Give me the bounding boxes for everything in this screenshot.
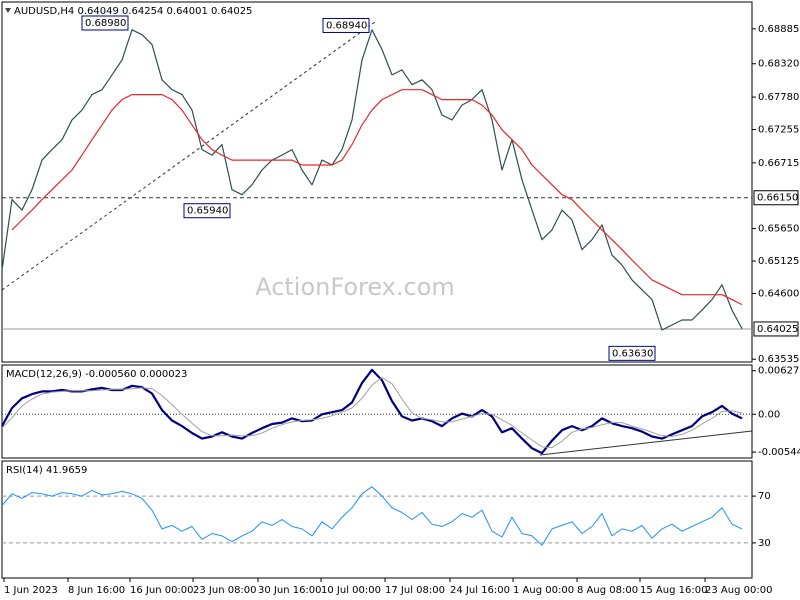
x-tick-label: 8 Jun 16:00 (68, 585, 125, 596)
x-tick-label: 17 Jul 08:00 (385, 585, 445, 596)
price-label: 0.68980 (85, 18, 126, 29)
level-label: 0.64025 (757, 324, 798, 335)
level-label-box (753, 190, 799, 206)
y-tick-label: 0.63535 (758, 354, 799, 365)
watermark: ActionForex.com (255, 273, 455, 301)
panel-title: RSI(14) 41.9659 (6, 465, 87, 476)
y-tick-label: 0.00 (758, 409, 780, 420)
y-tick-label: 0.68320 (758, 59, 799, 70)
trendline (1, 21, 376, 291)
panel-frame (1, 460, 753, 579)
x-tick-label: 15 Aug 16:00 (640, 585, 707, 596)
panel-frame (1, 1, 753, 363)
x-tick-label: 8 Aug 08:00 (577, 585, 638, 596)
series-line (1, 486, 743, 546)
y-tick-label: 0.64600 (758, 288, 799, 299)
trendline (539, 430, 753, 456)
y-tick-label: 70 (758, 491, 771, 502)
x-tick-label: 16 Jun 00:00 (130, 585, 194, 596)
y-tick-label: 0.66715 (758, 158, 799, 169)
panel-title: AUDUSD,H4 0.64049 0.64254 0.64001 0.6402… (14, 6, 252, 17)
x-tick-label: 1 Aug 00:00 (513, 585, 574, 596)
y-tick-label: 0.67255 (758, 125, 799, 136)
y-tick-label: 0.65650 (758, 224, 799, 235)
series-line (1, 29, 743, 331)
x-tick-label: 23 Jun 08:00 (193, 585, 257, 596)
y-tick-label: -0.005446 (758, 447, 800, 458)
y-tick-label: 0.006275 (758, 366, 800, 377)
y-tick-label: 0.67780 (758, 92, 799, 103)
y-tick-label: 0.65125 (758, 256, 799, 267)
x-tick-label: 1 Jun 2023 (4, 585, 58, 596)
y-tick-label: 0.68885 (758, 24, 799, 35)
series-line (1, 377, 743, 449)
x-tick-label: 24 Jul 16:00 (450, 585, 510, 596)
y-tick-label: 30 (758, 538, 771, 549)
x-tick-label: 30 Jun 16:00 (258, 585, 322, 596)
x-tick-label: 10 Jul 00:00 (321, 585, 381, 596)
price-label-box (183, 203, 231, 219)
price-label-box (322, 17, 370, 33)
level-label: 0.66150 (757, 193, 798, 204)
collapse-icon (5, 8, 11, 13)
series-line (11, 89, 743, 306)
x-tick-label: 23 Aug 00:00 (705, 585, 772, 596)
price-label: 0.63630 (612, 348, 653, 359)
price-label-box (81, 15, 129, 31)
panel-frame (1, 364, 753, 459)
panel-title: MACD(12,26,9) -0.000560 0.000023 (6, 369, 187, 380)
price-label: 0.65940 (187, 206, 228, 217)
price-label: 0.68940 (326, 20, 367, 31)
level-label-box (753, 321, 799, 337)
price-label-box (608, 345, 656, 361)
